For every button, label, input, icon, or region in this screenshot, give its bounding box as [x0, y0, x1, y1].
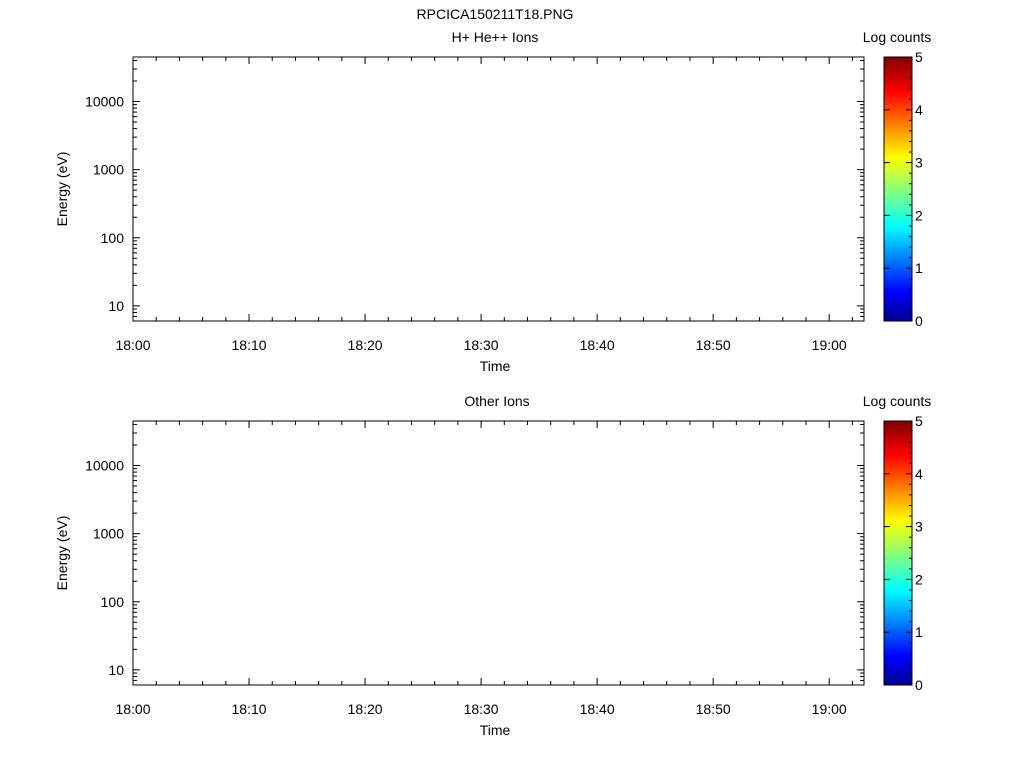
colorbar-ticks: 0 1 2 3 4 5	[884, 49, 923, 329]
colorbar-tick-label: 0	[915, 313, 923, 329]
y-tick-label: 100	[101, 594, 125, 610]
colorbar-tick-label: 4	[915, 102, 923, 118]
plot-frame	[132, 56, 865, 322]
plot-frame	[132, 420, 865, 686]
y-tick-label: 1000	[93, 162, 124, 178]
x-tick-label: 18:50	[696, 337, 731, 353]
x-tick-label: 18:00	[115, 701, 150, 717]
colorbar	[883, 56, 913, 322]
x-tick-label: 18:30	[464, 701, 499, 717]
x-tick-label: 18:50	[696, 701, 731, 717]
colorbar-tick-label: 2	[915, 571, 923, 587]
y-axis: 10 100 1000 10000	[85, 423, 864, 686]
x-tick-label: 18:10	[232, 701, 267, 717]
x-tick-label: 19:00	[812, 701, 847, 717]
y-tick-label: 100	[101, 230, 125, 246]
colorbar-tick-label: 4	[915, 466, 923, 482]
colorbar-tick-label: 5	[915, 413, 923, 429]
x-tick-label: 18:30	[464, 337, 499, 353]
figure-title: RPCICA150211T18.PNG	[417, 6, 574, 22]
y-tick-label: 10	[108, 662, 124, 678]
panel-title: Other Ions	[464, 393, 529, 409]
x-tick-label: 18:00	[115, 337, 150, 353]
y-axis-label: Energy (eV)	[54, 516, 70, 591]
x-tick-label: 18:10	[232, 337, 267, 353]
x-tick-label: 18:40	[580, 337, 615, 353]
x-axis-label: Time	[480, 722, 511, 738]
y-axis: 10 100 1000 10000	[85, 59, 864, 322]
y-tick-label: 1000	[93, 526, 124, 542]
colorbar-label: Log counts	[863, 29, 932, 45]
y-axis-label: Energy (eV)	[54, 152, 70, 227]
x-tick-label: 18:20	[348, 701, 383, 717]
colorbar-ticks: 0 1 2 3 4 5	[884, 413, 923, 693]
colorbar-label: Log counts	[863, 393, 932, 409]
colorbar-tick-label: 1	[915, 260, 923, 276]
colorbar-tick-label: 3	[915, 519, 923, 535]
colorbar-tick-label: 1	[915, 624, 923, 640]
x-tick-label: 18:40	[580, 701, 615, 717]
colorbar	[883, 420, 913, 686]
y-tick-label: 10000	[85, 458, 124, 474]
x-tick-label: 18:20	[348, 337, 383, 353]
colorbar-tick-label: 2	[915, 207, 923, 223]
x-axis: 18:00 18:10 18:20 18:30 18:40 18:50 19:00	[115, 57, 853, 353]
colorbar-tick-label: 0	[915, 677, 923, 693]
x-tick-label: 19:00	[812, 337, 847, 353]
y-tick-label: 10	[108, 298, 124, 314]
x-axis: 18:00 18:10 18:20 18:30 18:40 18:50 19:00	[115, 421, 853, 717]
y-tick-label: 10000	[85, 94, 124, 110]
panel-title: H+ He++ Ions	[452, 29, 539, 45]
colorbar-tick-label: 3	[915, 155, 923, 171]
x-axis-label: Time	[480, 358, 511, 374]
colorbar-tick-label: 5	[915, 49, 923, 65]
